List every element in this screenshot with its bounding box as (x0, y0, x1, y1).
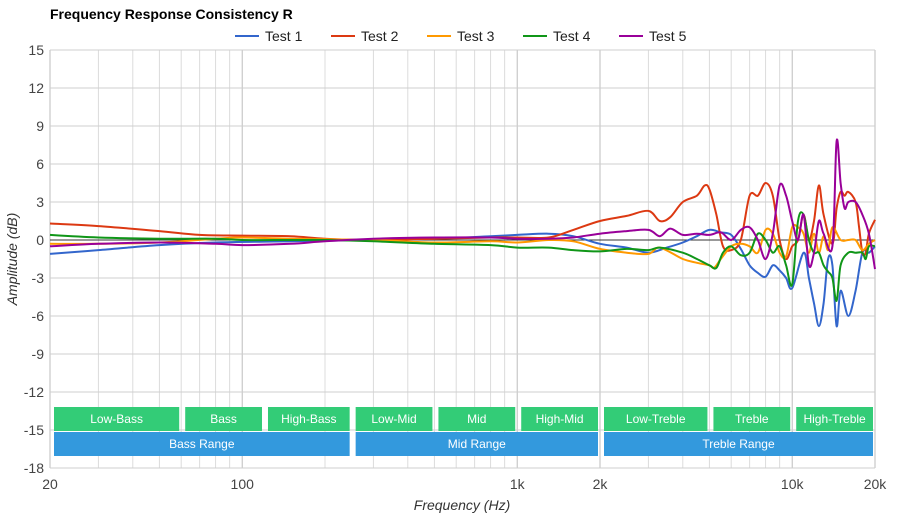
band-label: Low-Bass (90, 412, 143, 426)
band-label: Mid Range (448, 437, 506, 451)
y-tick-label: 3 (36, 194, 44, 210)
x-tick-label: 100 (231, 476, 255, 492)
series-line-test-2 (49, 182, 876, 260)
band-high-bass (267, 407, 350, 431)
x-tick-label: 1k (510, 476, 526, 492)
y-tick-label: 0 (36, 232, 44, 248)
band-bass (185, 407, 262, 431)
band-label: Low-Mid (371, 412, 416, 426)
y-tick-label: -3 (32, 270, 45, 286)
band-high-mid (521, 407, 598, 431)
legend: Test 1 Test 2 Test 3 Test 4 Test 5 (235, 28, 687, 44)
band-treble (713, 407, 791, 431)
y-tick-label: 9 (36, 118, 44, 134)
series-line-test-5 (49, 138, 876, 270)
band-label: Bass (210, 412, 237, 426)
y-tick-label: -18 (24, 460, 44, 476)
band-label: High-Mid (536, 412, 584, 426)
chart-title: Frequency Response Consistency R (50, 6, 293, 22)
y-tick-label: -6 (32, 308, 45, 324)
band-label: Bass Range (169, 437, 235, 451)
legend-entry: Test 4 (553, 28, 591, 44)
x-tick-label: 10k (781, 476, 805, 492)
series-line-test-3 (49, 223, 876, 270)
grid (49, 49, 876, 469)
y-axis-label: Amplitude (dB) (4, 213, 20, 307)
band-mid (438, 407, 516, 431)
series-lines (49, 138, 876, 328)
band-high-treble (796, 407, 873, 431)
x-tick-label: 2k (593, 476, 609, 492)
band-bass-range (54, 432, 350, 456)
x-tick-label: 20 (42, 476, 58, 492)
band-label: High-Bass (281, 412, 336, 426)
series-line-test-4 (49, 211, 876, 302)
y-tick-label: -15 (24, 422, 44, 438)
band-label: Mid (467, 412, 486, 426)
band-label: High-Treble (803, 412, 866, 426)
legend-entry: Test 5 (649, 28, 687, 44)
range-bands: Low-Bass Bass High-Bass Low-Mid Mid High-Mid L… (54, 407, 873, 456)
band-label: Treble (735, 412, 769, 426)
band-mid-range (355, 432, 598, 456)
y-tick-label: -9 (32, 346, 45, 362)
band-low-mid (355, 407, 433, 431)
y-tick-label: 12 (28, 80, 44, 96)
band-low-bass (54, 407, 180, 431)
x-axis-label: Frequency (Hz) (414, 497, 510, 513)
y-tick-label: -12 (24, 384, 44, 400)
band-label: Treble Range (702, 437, 775, 451)
legend-entry: Test 1 (265, 28, 303, 44)
legend-entry: Test 2 (361, 28, 399, 44)
legend-entry: Test 3 (457, 28, 495, 44)
y-tick-label: 6 (36, 156, 44, 172)
band-label: Low-Treble (626, 412, 686, 426)
band-low-treble (604, 407, 708, 431)
y-tick-label: 15 (28, 42, 44, 58)
band-treble-range (604, 432, 873, 456)
x-tick-label: 20k (864, 476, 888, 492)
